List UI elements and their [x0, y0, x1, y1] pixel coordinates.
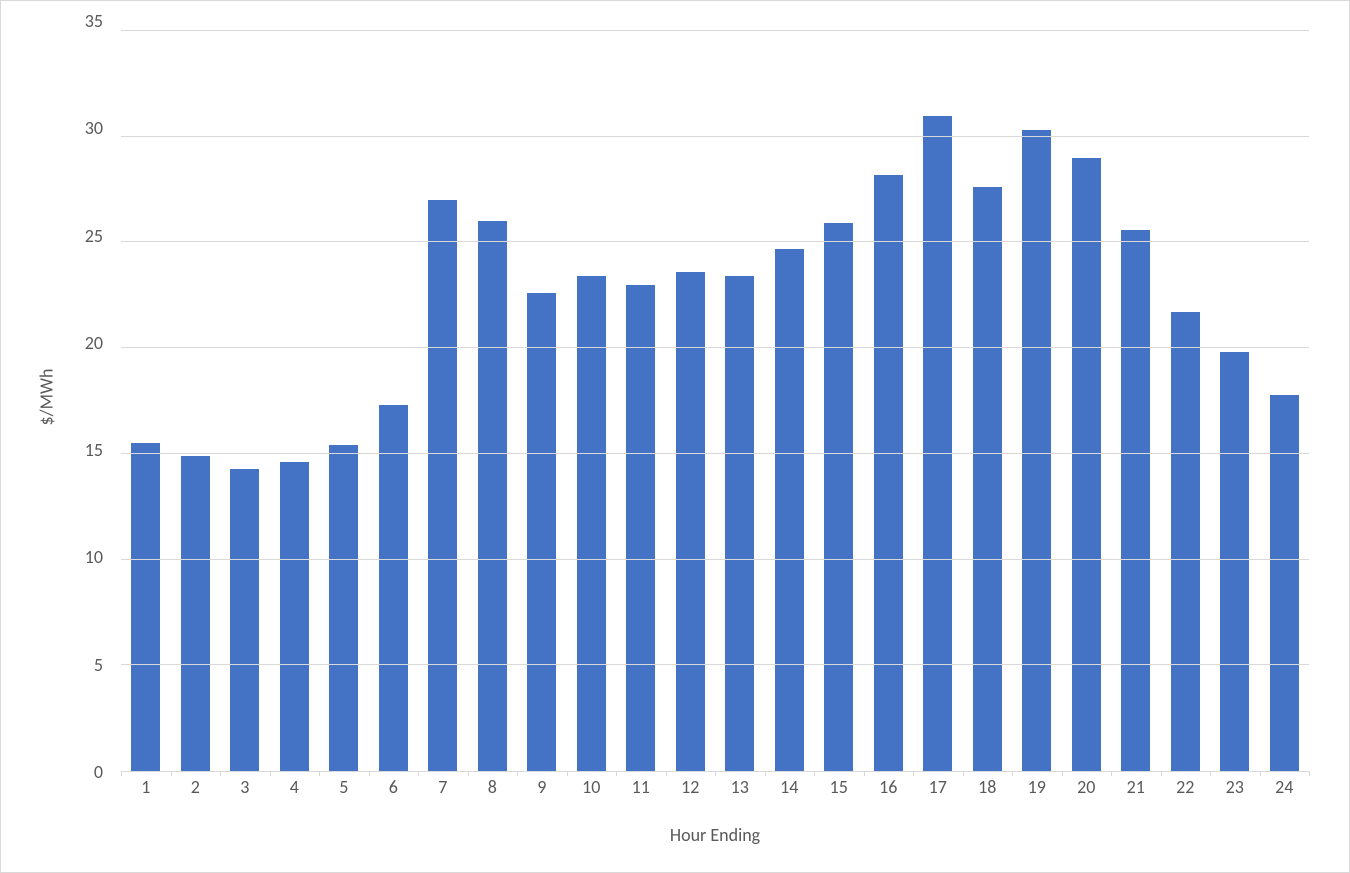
x-axis-ticks: 123456789101112131415161718192021222324 — [121, 776, 1309, 806]
x-tick-mark — [1309, 771, 1310, 776]
bar — [973, 187, 1002, 771]
bar — [923, 116, 952, 771]
x-tick-label: 2 — [171, 776, 221, 806]
bar — [1022, 130, 1051, 771]
bar — [329, 445, 358, 771]
bar-slot — [814, 31, 864, 771]
bar — [379, 405, 408, 771]
y-tick-label: 5 — [94, 654, 103, 676]
gridline — [121, 664, 1309, 665]
gridline — [121, 453, 1309, 454]
gridline — [121, 136, 1309, 137]
x-tick-label: 9 — [517, 776, 567, 806]
x-tick-label: 21 — [1111, 776, 1161, 806]
y-axis-label-container: $/MWh — [31, 21, 61, 772]
bar-slot — [369, 31, 419, 771]
bar-slot — [319, 31, 369, 771]
bar-slot — [171, 31, 221, 771]
bars-container — [121, 31, 1309, 771]
bar — [478, 221, 507, 771]
bar — [280, 462, 309, 771]
gridline — [121, 30, 1309, 31]
chart-frame: $/MWh 05101520253035 1234567891011121314… — [0, 0, 1350, 873]
bar — [527, 293, 556, 771]
bar — [1220, 352, 1249, 771]
bar — [775, 249, 804, 771]
bar-slot — [1062, 31, 1112, 771]
bar-slot — [270, 31, 320, 771]
x-tick-label: 20 — [1062, 776, 1112, 806]
bar-slot — [963, 31, 1013, 771]
bar-slot — [517, 31, 567, 771]
gridline — [121, 559, 1309, 560]
x-tick-label: 24 — [1260, 776, 1310, 806]
x-tick-label: 7 — [418, 776, 468, 806]
y-tick-label: 15 — [85, 439, 103, 461]
y-tick-label: 20 — [85, 332, 103, 354]
bar-slot — [1111, 31, 1161, 771]
x-tick-label: 1 — [121, 776, 171, 806]
y-tick-label: 35 — [85, 10, 103, 32]
x-tick-label: 8 — [468, 776, 518, 806]
x-tick-label: 16 — [864, 776, 914, 806]
x-tick-label: 12 — [666, 776, 716, 806]
bar — [1072, 158, 1101, 771]
bar-slot — [913, 31, 963, 771]
bar-slot — [715, 31, 765, 771]
plot-area — [121, 31, 1309, 772]
bar-slot — [1260, 31, 1310, 771]
bar-slot — [666, 31, 716, 771]
x-tick-label: 10 — [567, 776, 617, 806]
bar — [874, 175, 903, 771]
bar-slot — [220, 31, 270, 771]
x-tick-label: 6 — [369, 776, 419, 806]
chart-body: $/MWh 05101520253035 1234567891011121314… — [31, 21, 1319, 852]
y-tick-label: 0 — [94, 761, 103, 783]
bar — [577, 276, 606, 771]
y-axis-label: $/MWh — [35, 368, 57, 425]
x-tick-label: 11 — [616, 776, 666, 806]
bar — [1121, 230, 1150, 771]
bar — [725, 276, 754, 771]
x-tick-label: 17 — [913, 776, 963, 806]
x-tick-label: 5 — [319, 776, 369, 806]
bar — [1171, 312, 1200, 771]
x-tick-label: 22 — [1161, 776, 1211, 806]
bar — [626, 285, 655, 771]
bar-slot — [468, 31, 518, 771]
x-tick-label: 14 — [765, 776, 815, 806]
gridline — [121, 347, 1309, 348]
bar — [131, 443, 160, 771]
y-axis-ticks: 05101520253035 — [61, 21, 111, 772]
x-tick-label: 3 — [220, 776, 270, 806]
bar-slot — [121, 31, 171, 771]
x-tick-label: 4 — [270, 776, 320, 806]
x-tick-label: 13 — [715, 776, 765, 806]
bar-slot — [418, 31, 468, 771]
bar-slot — [567, 31, 617, 771]
bar — [181, 456, 210, 771]
bar-slot — [765, 31, 815, 771]
y-tick-label: 30 — [85, 117, 103, 139]
y-tick-label: 25 — [85, 225, 103, 247]
bar-slot — [1012, 31, 1062, 771]
bar — [230, 469, 259, 771]
x-tick-label: 18 — [963, 776, 1013, 806]
x-axis-label: Hour Ending — [121, 824, 1309, 846]
bar — [824, 223, 853, 771]
x-tick-label: 23 — [1210, 776, 1260, 806]
x-tick-label: 19 — [1012, 776, 1062, 806]
gridline — [121, 241, 1309, 242]
bar — [1270, 395, 1299, 771]
bar — [428, 200, 457, 771]
bar-slot — [1161, 31, 1211, 771]
bar-slot — [616, 31, 666, 771]
bar-slot — [864, 31, 914, 771]
x-tick-label: 15 — [814, 776, 864, 806]
bar-slot — [1210, 31, 1260, 771]
y-tick-label: 10 — [85, 546, 103, 568]
